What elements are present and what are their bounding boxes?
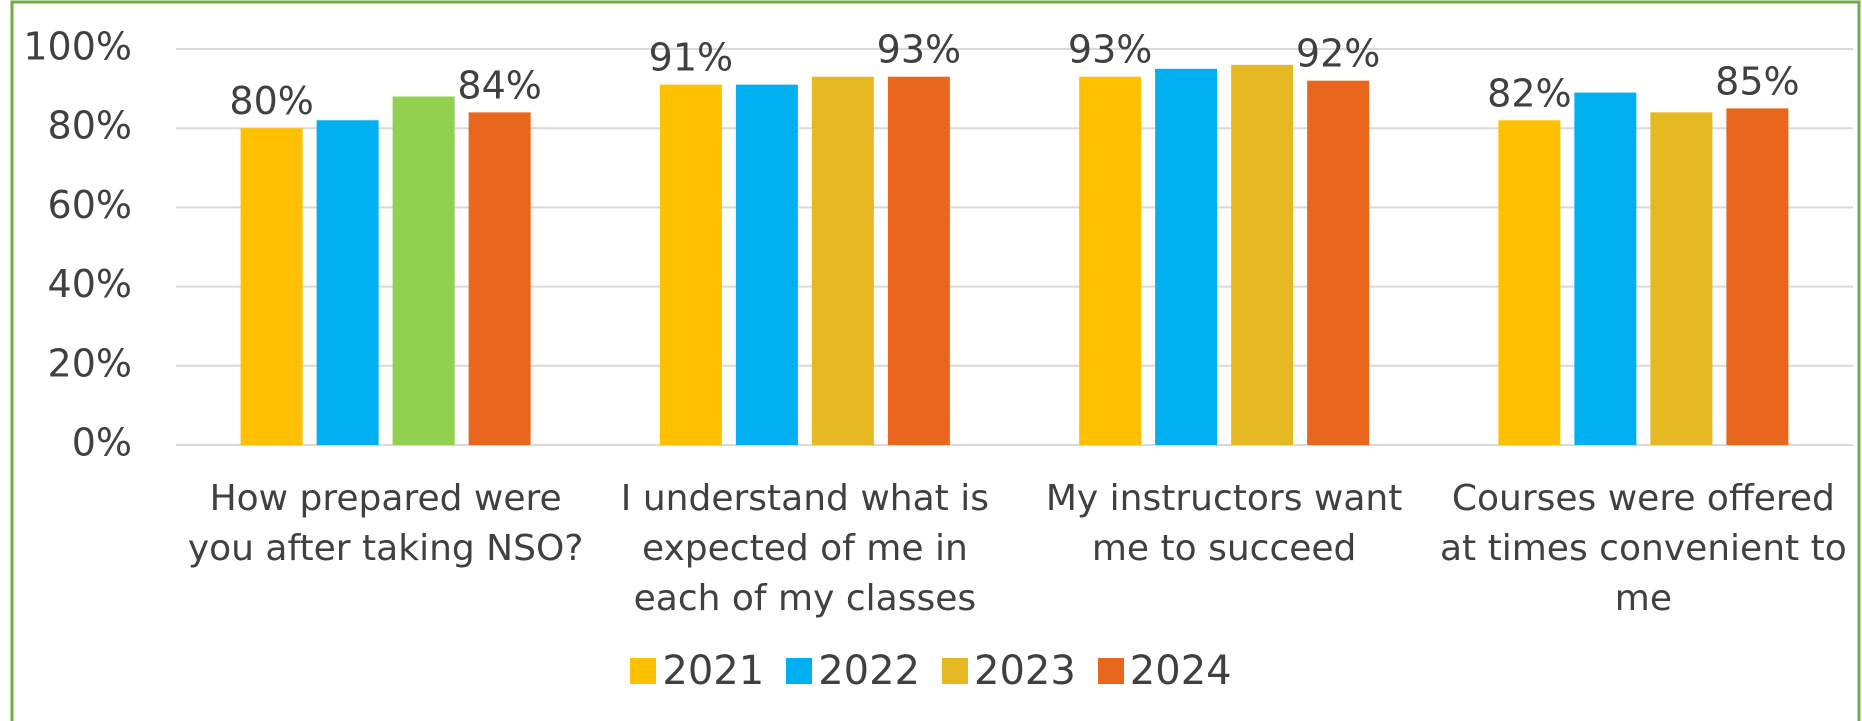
y-tick-label: 40% <box>48 262 132 306</box>
bar <box>1650 112 1713 446</box>
legend-item: 2023 <box>942 648 1076 694</box>
frame <box>10 0 1861 721</box>
y-tick-label: 100% <box>23 25 132 69</box>
bar <box>240 128 303 445</box>
y-tick-label: 60% <box>48 183 132 227</box>
bar <box>316 120 379 445</box>
y-tick-label: 80% <box>48 104 132 148</box>
bar <box>735 84 798 445</box>
bar <box>1231 64 1294 445</box>
legend: 2021 2022 2023 2024 <box>0 648 1862 694</box>
legend-label: 2021 <box>662 648 765 694</box>
bar <box>392 96 455 446</box>
bar <box>1307 80 1370 446</box>
data-label: 85% <box>1715 59 1799 103</box>
data-label: 93% <box>877 28 961 72</box>
legend-swatch <box>786 658 813 684</box>
x-tick-label: Courses were offered at times convenient… <box>1440 478 1847 619</box>
data-label: 92% <box>1296 32 1380 76</box>
bar <box>1155 68 1218 446</box>
data-label: 91% <box>649 36 733 80</box>
data-label: 84% <box>457 63 541 107</box>
legend-item: 2024 <box>1097 648 1232 694</box>
data-label: 93% <box>1068 28 1152 72</box>
x-tick-label: I understand what is expected of me in e… <box>620 478 989 619</box>
x-tick-label: How prepared were you after taking NSO? <box>187 478 584 569</box>
legend-label: 2023 <box>974 648 1076 694</box>
legend-swatch <box>630 658 657 684</box>
bar <box>468 112 531 446</box>
x-tick-label: My instructors want me to succeed <box>1045 478 1403 569</box>
bar <box>1498 120 1561 445</box>
legend-swatch <box>942 658 968 684</box>
bar <box>887 76 950 445</box>
bar <box>811 76 874 445</box>
legend-item: 2022 <box>786 648 920 694</box>
bar <box>659 84 722 445</box>
legend-label: 2024 <box>1129 648 1232 694</box>
y-tick-label: 20% <box>48 341 132 385</box>
data-label: 82% <box>1487 71 1571 115</box>
legend-swatch <box>1097 658 1124 684</box>
data-label: 80% <box>229 79 313 123</box>
y-tick-label: 0% <box>72 421 132 465</box>
legend-item: 2021 <box>630 648 764 694</box>
bar <box>1574 92 1637 445</box>
bar <box>1079 76 1142 445</box>
bar <box>1726 108 1789 446</box>
legend-label: 2022 <box>818 648 920 694</box>
